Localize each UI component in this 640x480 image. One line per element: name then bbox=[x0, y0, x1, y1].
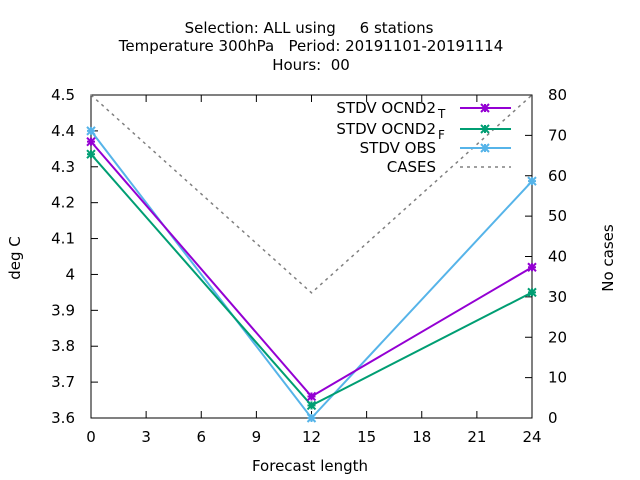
series-line-2 bbox=[90, 130, 533, 420]
y-tick-label: 4.4 bbox=[51, 122, 75, 140]
x-tick-label: 0 bbox=[86, 428, 96, 446]
y-tick-label: 4.5 bbox=[51, 86, 75, 104]
x-tick-label: 6 bbox=[196, 428, 206, 446]
x-axis-ticks: 0 3 6 9 12 15 18 21 24 bbox=[86, 95, 542, 446]
series-line-3 bbox=[90, 94, 533, 294]
y2-tick-label: 0 bbox=[548, 409, 558, 427]
series-line-1 bbox=[90, 153, 533, 407]
legend-subscript-0: T bbox=[437, 107, 446, 121]
series-line-0 bbox=[90, 141, 533, 398]
y2-axis-ticks: 0 10 20 30 40 50 60 70 80 bbox=[525, 86, 567, 427]
series-point-2 bbox=[86, 126, 96, 136]
series-point-0 bbox=[527, 262, 537, 272]
y2-tick-label: 80 bbox=[548, 86, 567, 104]
series-layer bbox=[86, 94, 537, 423]
series-point-2 bbox=[306, 413, 317, 423]
legend-label-2: STDV OBS bbox=[360, 139, 436, 157]
y2-axis-label: No cases bbox=[599, 224, 617, 292]
y-axis-label: deg C bbox=[6, 236, 24, 280]
y2-tick-label: 50 bbox=[548, 207, 567, 225]
plot-area-border bbox=[90, 94, 533, 419]
legend-marker-1 bbox=[480, 124, 490, 134]
chart-title-line-3: Hours: 00 bbox=[272, 56, 350, 74]
y-tick-label: 4.3 bbox=[51, 158, 75, 176]
legend-label-3: CASES bbox=[387, 158, 436, 176]
series-point-0 bbox=[306, 391, 317, 402]
y2-tick-label: 60 bbox=[548, 167, 567, 185]
x-tick-label: 15 bbox=[357, 428, 376, 446]
series-point-0 bbox=[86, 136, 96, 147]
y2-tick-label: 10 bbox=[548, 369, 567, 387]
y-tick-label: 4.2 bbox=[51, 194, 75, 212]
legend-subscript-1: F bbox=[438, 128, 445, 142]
y2-tick-label: 70 bbox=[548, 126, 567, 144]
chart-title-line-1: Selection: ALL using 6 stations bbox=[185, 19, 434, 37]
x-tick-label: 21 bbox=[467, 428, 486, 446]
x-tick-label: 12 bbox=[302, 428, 321, 446]
legend-marker-0 bbox=[480, 103, 490, 113]
x-tick-label: 3 bbox=[141, 428, 151, 446]
y-tick-label: 3.9 bbox=[51, 301, 75, 319]
series-point-1 bbox=[306, 400, 317, 411]
series-point-1 bbox=[86, 149, 96, 159]
series-point-2 bbox=[527, 176, 537, 186]
y2-tick-label: 20 bbox=[548, 328, 567, 346]
y-tick-label: 4.1 bbox=[51, 230, 75, 248]
y-tick-label: 3.6 bbox=[51, 409, 75, 427]
x-tick-label: 24 bbox=[522, 428, 541, 446]
y-axis-ticks: 3.6 3.7 3.8 3.9 4 4.1 4.2 4.3 4.4 4.5 bbox=[51, 86, 98, 427]
x-tick-label: 9 bbox=[252, 428, 262, 446]
legend-marker-2 bbox=[480, 143, 490, 153]
series-point-1 bbox=[527, 287, 537, 298]
x-tick-label: 18 bbox=[412, 428, 431, 446]
chart-title-line-2: Temperature 300hPa Period: 20191101-2019… bbox=[118, 37, 504, 55]
y2-tick-label: 30 bbox=[548, 288, 567, 306]
legend-label-0: STDV OCND2 bbox=[336, 99, 436, 117]
y-tick-label: 3.7 bbox=[51, 373, 75, 391]
y2-tick-label: 40 bbox=[548, 248, 567, 266]
y-tick-label: 4 bbox=[65, 265, 75, 283]
y-tick-label: 3.8 bbox=[51, 337, 75, 355]
legend-label-1: STDV OCND2 bbox=[336, 120, 436, 138]
x-axis-label: Forecast length bbox=[252, 457, 368, 475]
